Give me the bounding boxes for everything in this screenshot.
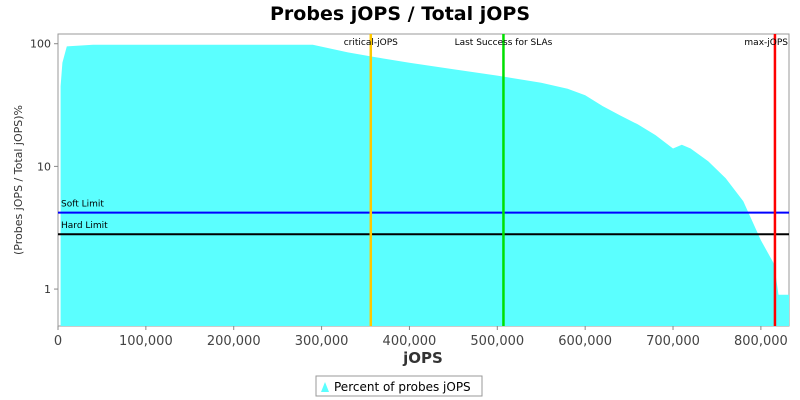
x-tick-label-5: 500,000 <box>470 334 524 349</box>
legend-box <box>315 375 483 397</box>
horizontal-markers: Soft Limit Hard Limit <box>58 200 789 236</box>
y-tick-label-1: 10 <box>37 160 51 173</box>
x-tick-label-0: 0 <box>54 334 62 349</box>
y-tick-label-2: 100 <box>30 38 51 51</box>
x-tick-label-2: 200,000 <box>207 334 261 349</box>
vertical-markers: critical-jOPS Last Success for SLAs max-jO… <box>344 34 788 326</box>
x-tick-label-7: 700,000 <box>646 334 700 349</box>
legend: Percent of probes jOPS <box>315 375 483 397</box>
vertical-marker-label-1: Last Success for SLAs <box>455 38 553 48</box>
vertical-marker-label-0: critical-jOPS <box>344 38 398 48</box>
chart-title: Probes jOPS / Total jOPS <box>270 3 530 25</box>
x-tick-label-3: 300,000 <box>295 334 349 349</box>
series-area-0 <box>60 44 790 327</box>
legend-swatch-icon <box>321 382 329 392</box>
x-tick-label-8: 800,000 <box>734 334 788 349</box>
x-tick-label-4: 400,000 <box>383 334 437 349</box>
y-axis-label: (Probes jOPS / Total jOPS)% <box>12 105 25 255</box>
legend-entry-label: Percent of probes jOPS <box>334 380 471 394</box>
vertical-marker-label-2: max-jOPS <box>744 38 788 48</box>
x-axis-ticks: 0 100,000 200,000 300,000 400,000 500,000 600,… <box>54 326 788 349</box>
horizontal-marker-label-0: Soft Limit <box>61 200 104 210</box>
x-axis-label: jOPS <box>402 349 443 367</box>
x-tick-label-1: 100,000 <box>119 334 173 349</box>
horizontal-marker-label-1: Hard Limit <box>61 221 108 231</box>
x-tick-label-6: 600,000 <box>558 334 612 349</box>
y-tick-label-0: 1 <box>44 283 51 296</box>
y-axis-ticks: 1 10 100 <box>30 38 58 296</box>
series-layer <box>60 44 790 327</box>
